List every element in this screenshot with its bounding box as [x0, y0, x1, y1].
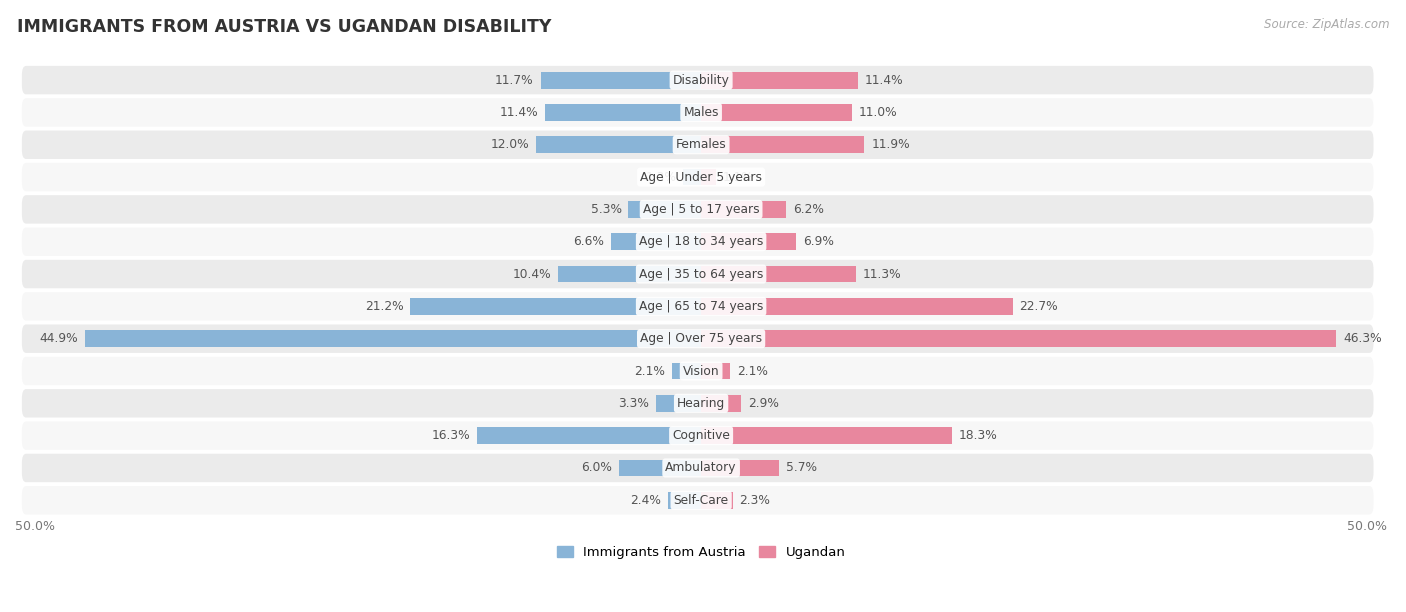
- Text: Hearing: Hearing: [678, 397, 725, 410]
- Text: Age | Over 75 years: Age | Over 75 years: [640, 332, 762, 345]
- FancyBboxPatch shape: [22, 292, 1374, 321]
- Text: 50.0%: 50.0%: [15, 520, 55, 533]
- Text: Disability: Disability: [672, 73, 730, 87]
- Text: 2.3%: 2.3%: [740, 494, 770, 507]
- FancyBboxPatch shape: [22, 130, 1374, 159]
- FancyBboxPatch shape: [22, 389, 1374, 417]
- Bar: [702, 427, 952, 444]
- Text: 18.3%: 18.3%: [959, 429, 998, 442]
- Text: Age | 18 to 34 years: Age | 18 to 34 years: [638, 235, 763, 248]
- Text: Source: ZipAtlas.com: Source: ZipAtlas.com: [1264, 18, 1389, 31]
- Text: 21.2%: 21.2%: [364, 300, 404, 313]
- Text: Males: Males: [683, 106, 718, 119]
- Bar: [610, 233, 702, 250]
- FancyBboxPatch shape: [22, 486, 1374, 515]
- Bar: [702, 169, 716, 185]
- FancyBboxPatch shape: [22, 324, 1374, 353]
- Text: 46.3%: 46.3%: [1343, 332, 1382, 345]
- Text: IMMIGRANTS FROM AUSTRIA VS UGANDAN DISABILITY: IMMIGRANTS FROM AUSTRIA VS UGANDAN DISAB…: [17, 18, 551, 36]
- Text: 1.1%: 1.1%: [723, 171, 754, 184]
- Bar: [84, 330, 702, 347]
- Text: 2.1%: 2.1%: [634, 365, 665, 378]
- Text: 5.3%: 5.3%: [591, 203, 621, 216]
- Text: Age | 35 to 64 years: Age | 35 to 64 years: [638, 267, 763, 280]
- Bar: [478, 427, 702, 444]
- FancyBboxPatch shape: [22, 163, 1374, 192]
- Text: 16.3%: 16.3%: [432, 429, 471, 442]
- Text: 6.0%: 6.0%: [581, 461, 612, 474]
- Bar: [702, 330, 1337, 347]
- FancyBboxPatch shape: [22, 453, 1374, 482]
- Text: Females: Females: [676, 138, 727, 151]
- Bar: [619, 460, 702, 476]
- Bar: [702, 72, 858, 89]
- Text: 11.4%: 11.4%: [499, 106, 538, 119]
- Bar: [702, 460, 779, 476]
- Bar: [702, 136, 865, 153]
- Text: 2.4%: 2.4%: [630, 494, 661, 507]
- Text: 12.0%: 12.0%: [491, 138, 530, 151]
- FancyBboxPatch shape: [22, 260, 1374, 288]
- FancyBboxPatch shape: [22, 195, 1374, 223]
- Bar: [655, 395, 702, 412]
- Text: Age | Under 5 years: Age | Under 5 years: [640, 171, 762, 184]
- Text: 11.0%: 11.0%: [859, 106, 897, 119]
- Text: 2.1%: 2.1%: [737, 365, 768, 378]
- Text: Age | 5 to 17 years: Age | 5 to 17 years: [643, 203, 759, 216]
- Text: 22.7%: 22.7%: [1019, 300, 1059, 313]
- Text: Ambulatory: Ambulatory: [665, 461, 737, 474]
- Text: 50.0%: 50.0%: [1347, 520, 1388, 533]
- Text: 11.9%: 11.9%: [872, 138, 910, 151]
- Bar: [702, 298, 1012, 315]
- Bar: [537, 136, 702, 153]
- Text: 10.4%: 10.4%: [513, 267, 551, 280]
- Text: Cognitive: Cognitive: [672, 429, 730, 442]
- Bar: [558, 266, 702, 283]
- Bar: [702, 201, 786, 218]
- Text: 5.7%: 5.7%: [786, 461, 817, 474]
- Bar: [668, 492, 702, 509]
- Bar: [544, 104, 702, 121]
- Bar: [702, 104, 852, 121]
- Text: 11.4%: 11.4%: [865, 73, 903, 87]
- FancyBboxPatch shape: [22, 357, 1374, 385]
- Text: Vision: Vision: [683, 365, 720, 378]
- Text: Self-Care: Self-Care: [673, 494, 728, 507]
- Bar: [702, 266, 856, 283]
- Text: 6.2%: 6.2%: [793, 203, 824, 216]
- FancyBboxPatch shape: [22, 66, 1374, 94]
- Text: 44.9%: 44.9%: [39, 332, 79, 345]
- Bar: [702, 492, 733, 509]
- Text: 1.3%: 1.3%: [645, 171, 676, 184]
- Text: 6.9%: 6.9%: [803, 235, 834, 248]
- Bar: [540, 72, 702, 89]
- FancyBboxPatch shape: [22, 422, 1374, 450]
- Bar: [672, 362, 702, 379]
- Bar: [628, 201, 702, 218]
- Bar: [702, 362, 730, 379]
- Text: 6.6%: 6.6%: [572, 235, 603, 248]
- Text: 3.3%: 3.3%: [619, 397, 650, 410]
- Legend: Immigrants from Austria, Ugandan: Immigrants from Austria, Ugandan: [551, 540, 851, 564]
- Text: Age | 65 to 74 years: Age | 65 to 74 years: [638, 300, 763, 313]
- Bar: [702, 233, 796, 250]
- Bar: [702, 395, 741, 412]
- FancyBboxPatch shape: [22, 98, 1374, 127]
- Text: 11.3%: 11.3%: [863, 267, 901, 280]
- Text: 11.7%: 11.7%: [495, 73, 534, 87]
- Bar: [411, 298, 702, 315]
- Text: 2.9%: 2.9%: [748, 397, 779, 410]
- FancyBboxPatch shape: [22, 228, 1374, 256]
- Bar: [683, 169, 702, 185]
